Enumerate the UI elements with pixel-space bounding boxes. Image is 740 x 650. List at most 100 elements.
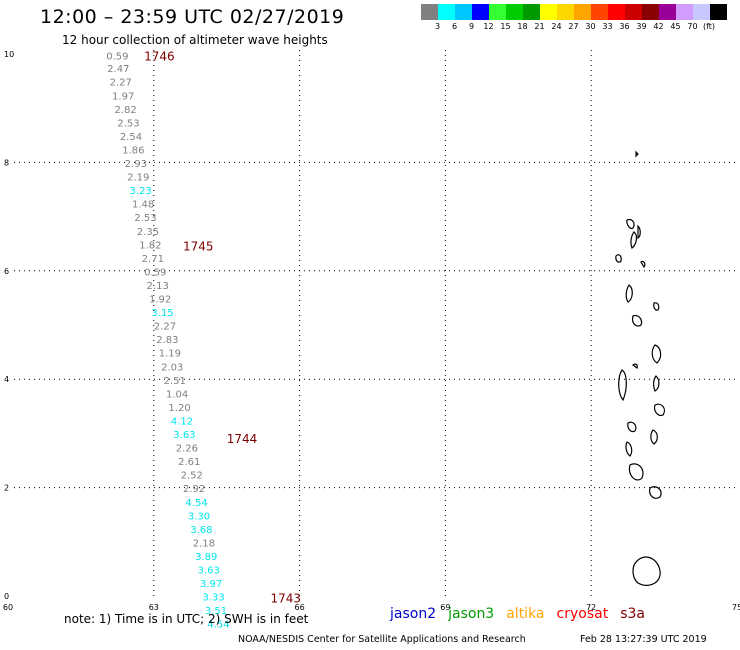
maldives-coastline [615, 150, 666, 586]
wave-height-value: 3.30 [188, 511, 210, 522]
scale-label: 21 [534, 22, 545, 31]
scale-swatch [421, 4, 438, 20]
island-outline [618, 369, 627, 402]
wave-height-value: 1.20 [168, 403, 190, 414]
wave-height-value: 3.97 [200, 579, 222, 590]
island-outline [653, 375, 660, 392]
wave-height-value: 2.27 [154, 322, 176, 333]
island-outline [632, 556, 661, 586]
island-outline [615, 254, 622, 263]
scale-swatch [472, 4, 489, 20]
footnote: note: 1) Time is in UTC; 2) SWH is in fe… [64, 612, 309, 626]
island-outline [640, 260, 646, 269]
wave-height-value: 1.97 [112, 91, 134, 102]
wave-height-value: 2.18 [193, 538, 215, 549]
y-tick-label: 6 [4, 267, 9, 276]
scale-label: 12 [483, 22, 494, 31]
pass-number-label: 1746 [144, 50, 175, 64]
wave-height-value: 3.63 [198, 566, 220, 577]
wave-height-value: 2.27 [110, 78, 132, 89]
wave-height-value: 2.47 [107, 64, 129, 75]
wave-height-value: 2.53 [117, 118, 139, 129]
wave-height-value: 2.54 [120, 132, 142, 143]
wave-height-value: 2.35 [137, 227, 159, 238]
wave-height-value: 0.59 [106, 52, 128, 63]
scale-swatch [591, 4, 608, 20]
scale-unit: (ft) [703, 22, 716, 31]
wave-height-value: 2.13 [147, 281, 169, 292]
satellite-legend-item: s3a [620, 606, 645, 622]
island-outline [653, 302, 660, 311]
island-outline [650, 429, 658, 445]
island-outline [626, 218, 635, 229]
scale-swatch [625, 4, 642, 20]
altimeter-track: 0.592.472.271.972.822.532.541.862.932.19… [106, 52, 229, 631]
scale-swatch [455, 4, 472, 20]
scale-label: 18 [517, 22, 528, 31]
scale-label: 42 [653, 22, 664, 31]
scale-swatch [676, 4, 693, 20]
satellite-legend: jason2 jason3 altika cryosat s3a [390, 606, 657, 622]
wave-height-value: 2.26 [176, 444, 198, 455]
pass-number-label: 1743 [270, 592, 301, 606]
scale-swatch [659, 4, 676, 20]
island-outline [651, 344, 662, 364]
scale-label: 36 [619, 22, 630, 31]
lat-lon-grid [14, 50, 735, 600]
scale-label: 27 [568, 22, 579, 31]
wave-height-value: 2.03 [161, 362, 183, 373]
scale-label: 33 [602, 22, 613, 31]
map-subtitle: 12 hour collection of altimeter wave hei… [62, 33, 328, 47]
scale-swatch [557, 4, 574, 20]
wave-height-value: 2.92 [183, 484, 205, 495]
island-outline [635, 150, 639, 158]
y-tick-label: 2 [4, 484, 9, 493]
y-tick-label: 4 [4, 375, 9, 384]
y-tick-label: 8 [4, 158, 9, 167]
wave-height-value: 1.04 [166, 389, 188, 400]
wave-height-value: 3.63 [173, 430, 195, 441]
satellite-legend-item: cryosat [556, 606, 609, 622]
scale-swatch [608, 4, 625, 20]
wave-height-value: 1.48 [132, 200, 154, 211]
scale-label: 30 [585, 22, 596, 31]
island-outline [630, 231, 638, 249]
wave-height-value: 4.54 [185, 498, 207, 509]
x-tick-label: 69 [440, 603, 450, 612]
wave-height-value: 3.51 [205, 606, 227, 617]
wave-height-value: 3.89 [195, 552, 217, 563]
scale-swatch [710, 4, 727, 20]
wave-height-value: 4.54 [207, 620, 229, 631]
x-tick-label: 72 [586, 603, 596, 612]
generation-timestamp: Feb 28 13:27:39 UTC 2019 [580, 634, 707, 645]
scale-label: 24 [551, 22, 562, 31]
island-outline [632, 315, 643, 327]
wave-height-value: 2.83 [156, 335, 178, 346]
scale-swatch [693, 4, 710, 20]
x-tick-label: 75 [732, 603, 740, 612]
satellite-legend-item: jason2 [390, 606, 437, 622]
scale-swatch [642, 4, 659, 20]
wave-height-value: 2.52 [181, 471, 203, 482]
scale-label: 15 [500, 22, 511, 31]
x-tick-label: 66 [295, 603, 305, 612]
wave-height-value: 1.92 [149, 295, 171, 306]
scale-label: 39 [636, 22, 647, 31]
scale-swatch [540, 4, 557, 20]
satellite-legend-item: altika [506, 606, 545, 622]
scale-label: 70 [687, 22, 698, 31]
wave-height-value: 1.19 [159, 349, 181, 360]
scale-swatch [489, 4, 506, 20]
wave-height-value: 0.59 [144, 267, 166, 278]
wave-height-value: 2.71 [142, 254, 164, 265]
pass-number-label: 1745 [183, 239, 214, 253]
scale-swatch [574, 4, 591, 20]
wave-height-value: 2.51 [164, 376, 186, 387]
wave-height-value: 4.12 [171, 416, 193, 427]
wave-height-value: 2.93 [125, 159, 147, 170]
wave-height-value: 1.86 [122, 145, 144, 156]
x-tick-label: 60 [3, 603, 13, 612]
scale-label: 6 [451, 22, 458, 31]
island-outline [649, 486, 662, 499]
